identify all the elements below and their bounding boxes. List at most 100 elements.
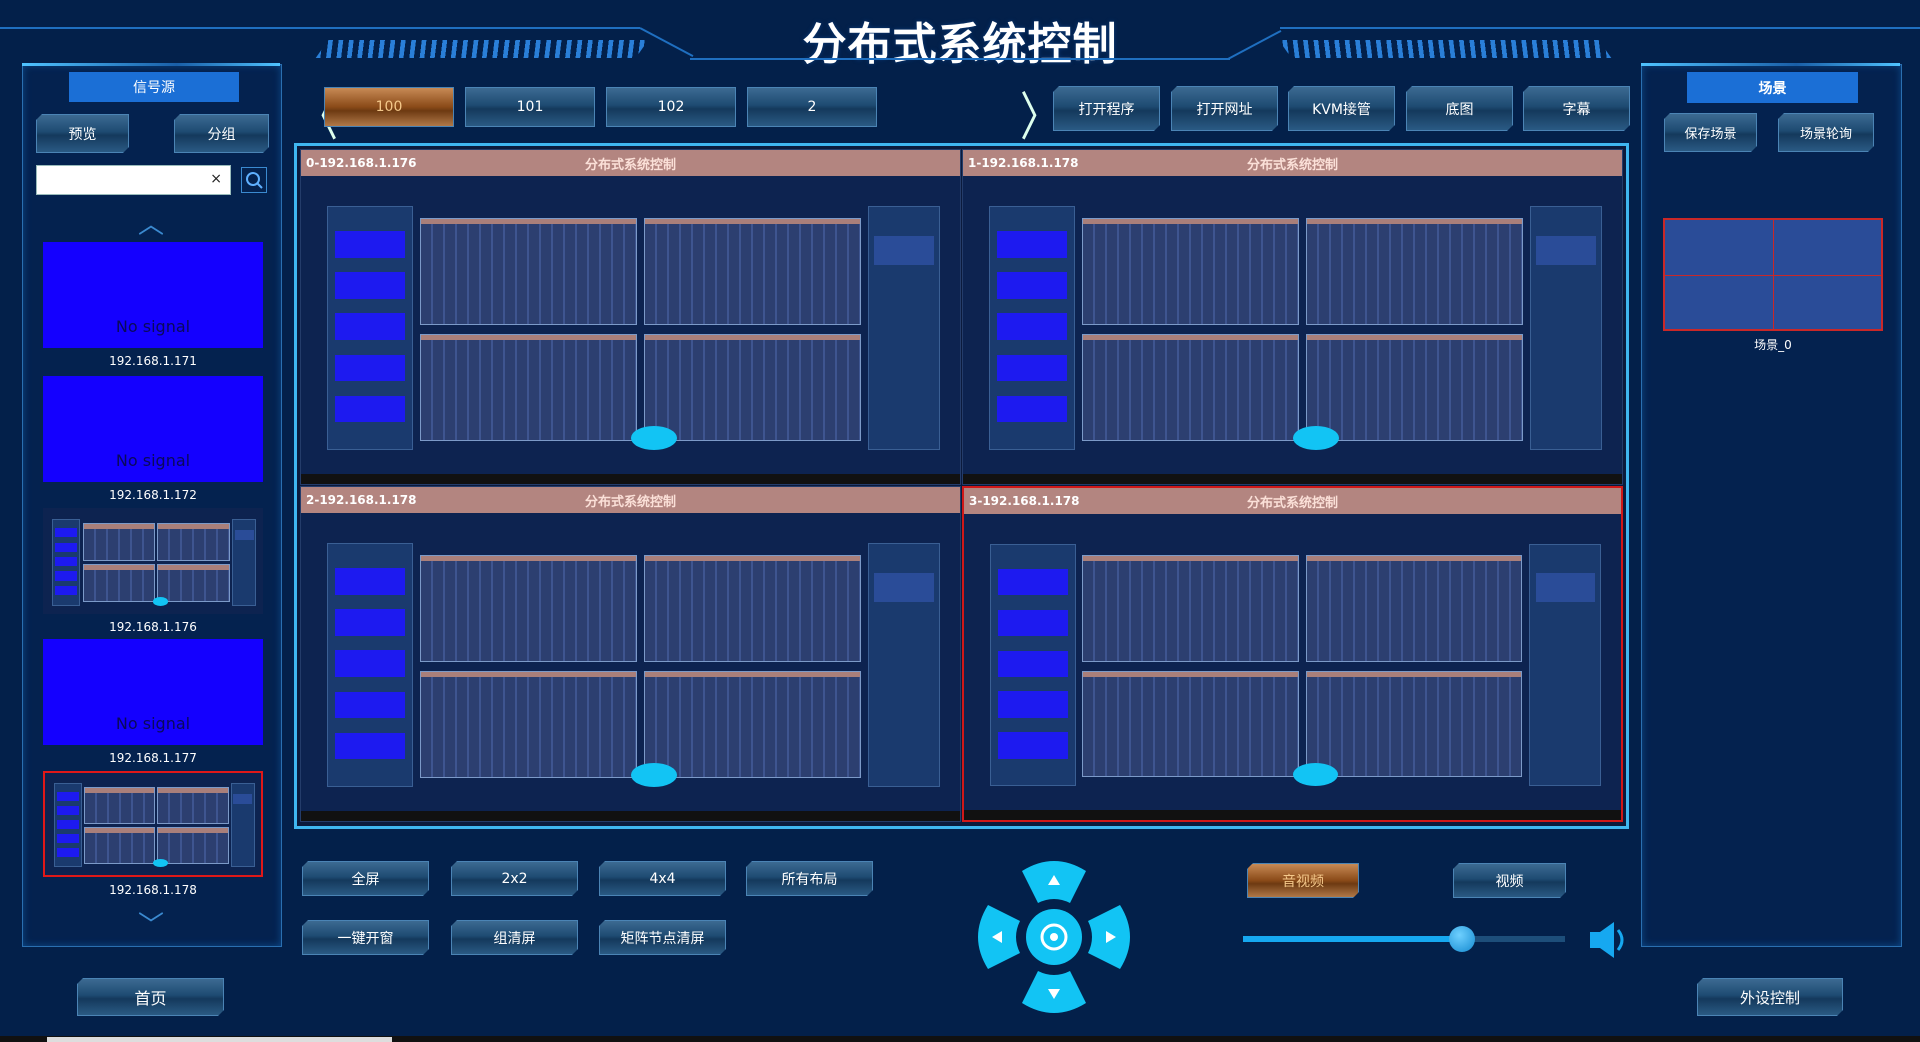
window-header: 3-192.168.1.178 分布式系统控制	[964, 488, 1621, 514]
target-icon	[1040, 923, 1068, 951]
search-input[interactable]: ×	[36, 165, 231, 195]
video-button[interactable]: 视频	[1453, 863, 1566, 898]
mini-scene-panel	[867, 205, 941, 451]
search-icon	[246, 172, 263, 189]
mini-screen	[643, 333, 862, 442]
toolbar-button[interactable]: 字幕	[1523, 86, 1630, 131]
scroll-up-icon[interactable]: ︿	[137, 210, 164, 240]
source-label: 192.168.1.172	[109, 488, 197, 502]
mini-dpad	[153, 858, 169, 867]
scene-panel	[1641, 63, 1902, 947]
source-label: 192.168.1.176	[109, 620, 197, 634]
mini-screen	[1305, 555, 1523, 662]
source-thumbnail[interactable]: No signal	[43, 376, 263, 482]
window-title: 分布式系统控制	[584, 495, 676, 510]
toolbar-button[interactable]: 底图	[1406, 86, 1513, 131]
layout-control-button[interactable]: 所有布局	[746, 861, 873, 896]
scene-poll-button[interactable]: 场景轮询	[1778, 113, 1874, 152]
save-scene-button[interactable]: 保存场景	[1664, 113, 1757, 152]
mini-screen	[419, 333, 638, 442]
mini-screen	[419, 554, 638, 662]
window-source-label: 3-192.168.1.178	[969, 494, 1080, 508]
header-decoration	[315, 40, 649, 58]
clear-icon[interactable]: ×	[210, 171, 222, 187]
toolbar-button[interactable]: KVM接管	[1288, 86, 1395, 131]
source-thumbnail[interactable]	[43, 771, 263, 877]
mini-sidebar	[989, 205, 1076, 451]
window-header: 1-192.168.1.178 分布式系统控制	[963, 150, 1622, 176]
mini-screen	[1082, 670, 1300, 778]
window-title: 分布式系统控制	[1246, 158, 1338, 173]
horizontal-scrollbar[interactable]	[47, 1037, 392, 1042]
mini-sidebar	[990, 543, 1076, 787]
mini-sidebar	[51, 518, 81, 606]
group-button[interactable]: 分组	[174, 114, 269, 153]
no-signal-text: No signal	[115, 451, 191, 470]
source-thumbnail[interactable]	[43, 508, 263, 614]
mini-dpad	[630, 763, 677, 788]
video-window[interactable]: 0-192.168.1.176 分布式系统控制	[300, 149, 961, 485]
mini-dpad	[153, 597, 169, 606]
layout-control-button[interactable]: 2x2	[451, 861, 578, 896]
taskbar	[963, 474, 1622, 484]
source-label: 192.168.1.178	[109, 883, 197, 897]
source-thumbnail[interactable]: No signal	[43, 242, 263, 348]
tab-signal-source[interactable]: 信号源	[69, 72, 239, 102]
taskbar	[301, 811, 960, 821]
toolbar-button[interactable]: 打开程序	[1053, 86, 1160, 131]
home-button[interactable]: 首页	[77, 978, 224, 1016]
mini-scene-panel	[1529, 543, 1602, 787]
mini-screen	[419, 217, 638, 325]
mini-screen	[82, 522, 156, 561]
direction-pad[interactable]	[974, 857, 1134, 1017]
mini-scene-panel	[1529, 205, 1603, 451]
mini-screen	[643, 217, 862, 325]
header-line	[690, 58, 1230, 60]
header-line-right	[1280, 27, 1920, 29]
source-thumbnail[interactable]: No signal	[43, 639, 263, 745]
mini-screen	[82, 564, 156, 603]
source-label: 192.168.1.177	[109, 751, 197, 765]
mini-screen	[1305, 333, 1524, 442]
layout-tab[interactable]: 102	[606, 87, 736, 127]
volume-knob[interactable]	[1448, 926, 1475, 952]
mini-screen	[83, 787, 156, 824]
scroll-down-icon[interactable]: ﹀	[137, 911, 164, 941]
mini-scene-panel	[867, 542, 941, 788]
volume-slider[interactable]	[1243, 926, 1565, 952]
video-window[interactable]: 1-192.168.1.178 分布式系统控制	[962, 149, 1623, 485]
layout-tab[interactable]: 2	[747, 87, 877, 127]
peripheral-control-button[interactable]: 外设控制	[1697, 978, 1843, 1016]
mini-screen	[83, 827, 156, 864]
scene-label: 场景_0	[1754, 338, 1792, 352]
window-source-label: 1-192.168.1.178	[968, 156, 1079, 170]
layout-control-button[interactable]: 全屏	[302, 861, 429, 896]
toolbar-button[interactable]: 打开网址	[1171, 86, 1278, 131]
no-signal-text: No signal	[115, 317, 191, 336]
mini-scene-panel	[232, 518, 257, 606]
speaker-icon[interactable]	[1586, 918, 1630, 962]
mini-screen	[419, 670, 638, 779]
mini-dpad	[1292, 762, 1339, 787]
video-window[interactable]: 3-192.168.1.178 分布式系统控制	[962, 486, 1623, 822]
clear-control-button[interactable]: 组清屏	[451, 920, 578, 955]
window-title: 分布式系统控制	[584, 158, 676, 173]
mini-screen	[1305, 670, 1523, 778]
mini-sidebar	[327, 542, 414, 788]
volume-fill	[1243, 936, 1462, 942]
scene-thumbnail[interactable]	[1663, 218, 1883, 331]
mini-scene-panel	[230, 783, 255, 867]
layout-tab[interactable]: 101	[465, 87, 595, 127]
preview-button[interactable]: 预览	[36, 114, 129, 153]
search-button[interactable]	[241, 167, 267, 193]
layout-control-button[interactable]: 4x4	[599, 861, 726, 896]
taskbar	[964, 810, 1621, 820]
clear-control-button[interactable]: 一键开窗	[302, 920, 429, 955]
no-signal-text: No signal	[115, 714, 191, 733]
source-label: 192.168.1.171	[109, 354, 197, 368]
layout-tab[interactable]: 100	[324, 87, 454, 127]
clear-control-button[interactable]: 矩阵节点清屏	[599, 920, 726, 955]
audio-video-button[interactable]: 音视频	[1247, 863, 1359, 898]
video-window[interactable]: 2-192.168.1.178 分布式系统控制	[300, 486, 961, 822]
tab-scene[interactable]: 场景	[1687, 72, 1858, 103]
